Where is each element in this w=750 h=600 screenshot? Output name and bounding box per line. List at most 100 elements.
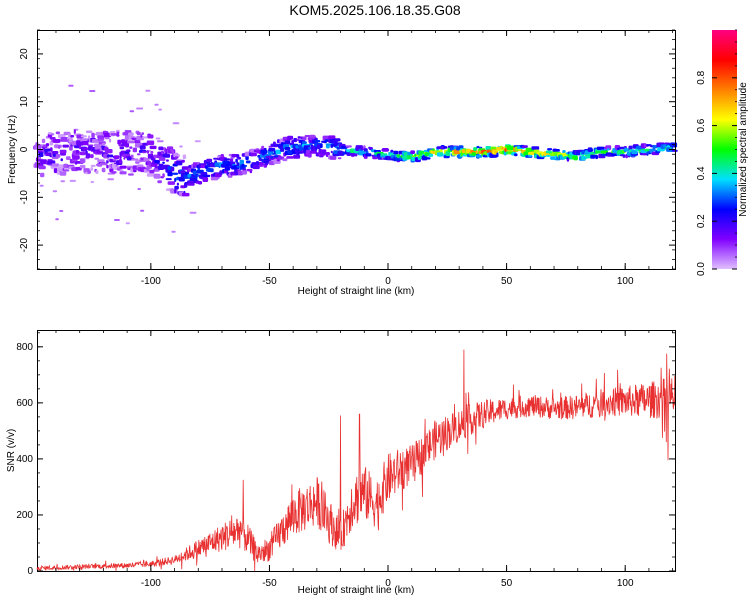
spectrogram-cell [440,152,443,156]
spectrogram-cell [329,156,337,160]
spectrogram-cell [363,148,368,152]
spectrogram-cell [86,155,90,159]
spectrogram-cell [155,137,161,140]
spectrogram-cell [106,154,114,158]
x-tick-label: 0 [385,276,391,287]
spectrogram-cell [250,152,257,157]
x-tick-label: 50 [501,276,513,287]
spectrogram-y-axis-label: Frequency (Hz) [7,115,18,184]
spectrogram-cell [52,190,58,193]
spectrogram-cell [410,153,413,157]
spectrogram-cell [350,152,358,157]
snr-x-ticks: -100 -50 0 50 100 [55,330,674,589]
spectrogram-cell [202,174,211,178]
spectrogram-x-ticks: -100 -50 0 50 100 [55,30,674,287]
spectrogram-cell [167,172,173,177]
spectrogram-cell [119,146,125,150]
spectrogram-cell [72,155,80,160]
spectrogram-cell [156,155,163,159]
spectrogram-cell [330,150,333,154]
snr-y-axis-label: SNR (v/v) [6,429,17,472]
spectrogram-cell [191,163,194,169]
spectrogram-cell [268,148,276,152]
x-tick-label: 0 [385,578,391,589]
spectrogram-cell [299,147,305,151]
spectrogram-cell [51,133,55,136]
spectrogram-cell [179,145,183,148]
spectrogram-cell [245,160,251,164]
snr-y-ticks: 0 200 400 600 800 [16,332,675,577]
spectrogram-cell [236,162,240,167]
spectrogram-cell [130,154,134,158]
spectrogram-cell [649,149,657,152]
x-tick-label: -100 [141,276,161,287]
spectrogram-cell [473,147,478,152]
spectrogram-cell [80,138,83,142]
spectrogram-cell [55,154,61,158]
spectrogram-cell [90,154,94,159]
spectrogram-cell [147,134,154,139]
spectrogram-cell [118,160,122,164]
spectrogram-cell [176,182,179,186]
spectrogram-cell [154,103,159,106]
spectrogram-cell [206,158,213,163]
spectrogram-cell [59,149,67,154]
spectrogram-cell [521,145,528,148]
spectrogram-cell [309,134,316,138]
spectrogram-cell [175,161,183,166]
spectrogram-cell [612,153,618,156]
spectrogram-cell [116,131,120,137]
spectrogram-cell [150,150,154,154]
spectrogram-cell [149,169,155,174]
spectrogram-cell [240,166,246,169]
spectrogram-cell [345,145,352,148]
spectrogram-cell [552,149,560,152]
spectrogram-cell [99,162,108,166]
spectrogram-cell [320,143,323,149]
spectrogram-cell [194,140,201,143]
spectrogram-cell [85,130,93,134]
spectrogram-cell [165,159,169,162]
spectrogram-cell [62,144,69,148]
spectrogram-cell [419,155,422,160]
y-tick-label: 400 [16,454,33,465]
spectrogram-cell [136,107,144,110]
spectrogram-cell [38,152,44,157]
spectrogram-cell [252,164,260,170]
spectrogram-cell [132,147,137,153]
spectrogram-cell [141,132,144,135]
spectrogram-cell [79,151,86,156]
spectrogram-cell [57,145,61,149]
spectrogram-cell [129,110,135,113]
spectrogram-cell [496,152,499,158]
spectrogram-cell [393,150,399,155]
spectrogram-cell [545,154,551,157]
spectrogram-cell [60,158,63,162]
spectrogram-cell [82,138,90,141]
spectrogram-cell [194,174,198,179]
spectrogram-cell [170,188,178,194]
spectrogram-cell [275,149,282,155]
spectrogram-cell [249,170,253,174]
spectrogram-cell [258,161,264,166]
spectrogram-cell [209,168,214,173]
spectrogram-cell [239,159,244,165]
spectrogram-cell [38,165,46,170]
spectrogram-cell [104,149,113,154]
spectrogram-cell [125,143,130,148]
spectrogram-cell [117,139,122,145]
snr-frame [37,330,676,572]
spectrogram-cell [161,150,164,155]
y-tick-label: 10 [19,96,30,108]
spectrogram-cell [202,177,209,182]
spectrogram-cell [547,148,553,151]
spectrogram-cell [172,122,180,125]
spectrogram-cell [157,180,162,184]
spectrogram-cell [40,159,47,165]
spectrogram-cell [90,167,94,171]
spectrogram-cell [80,135,87,138]
spectrogram-cell [60,137,69,142]
spectrogram-cell [69,179,76,182]
spectrogram-cell [79,164,86,169]
snr-x-axis-label: Height of straight line (km) [298,585,415,596]
